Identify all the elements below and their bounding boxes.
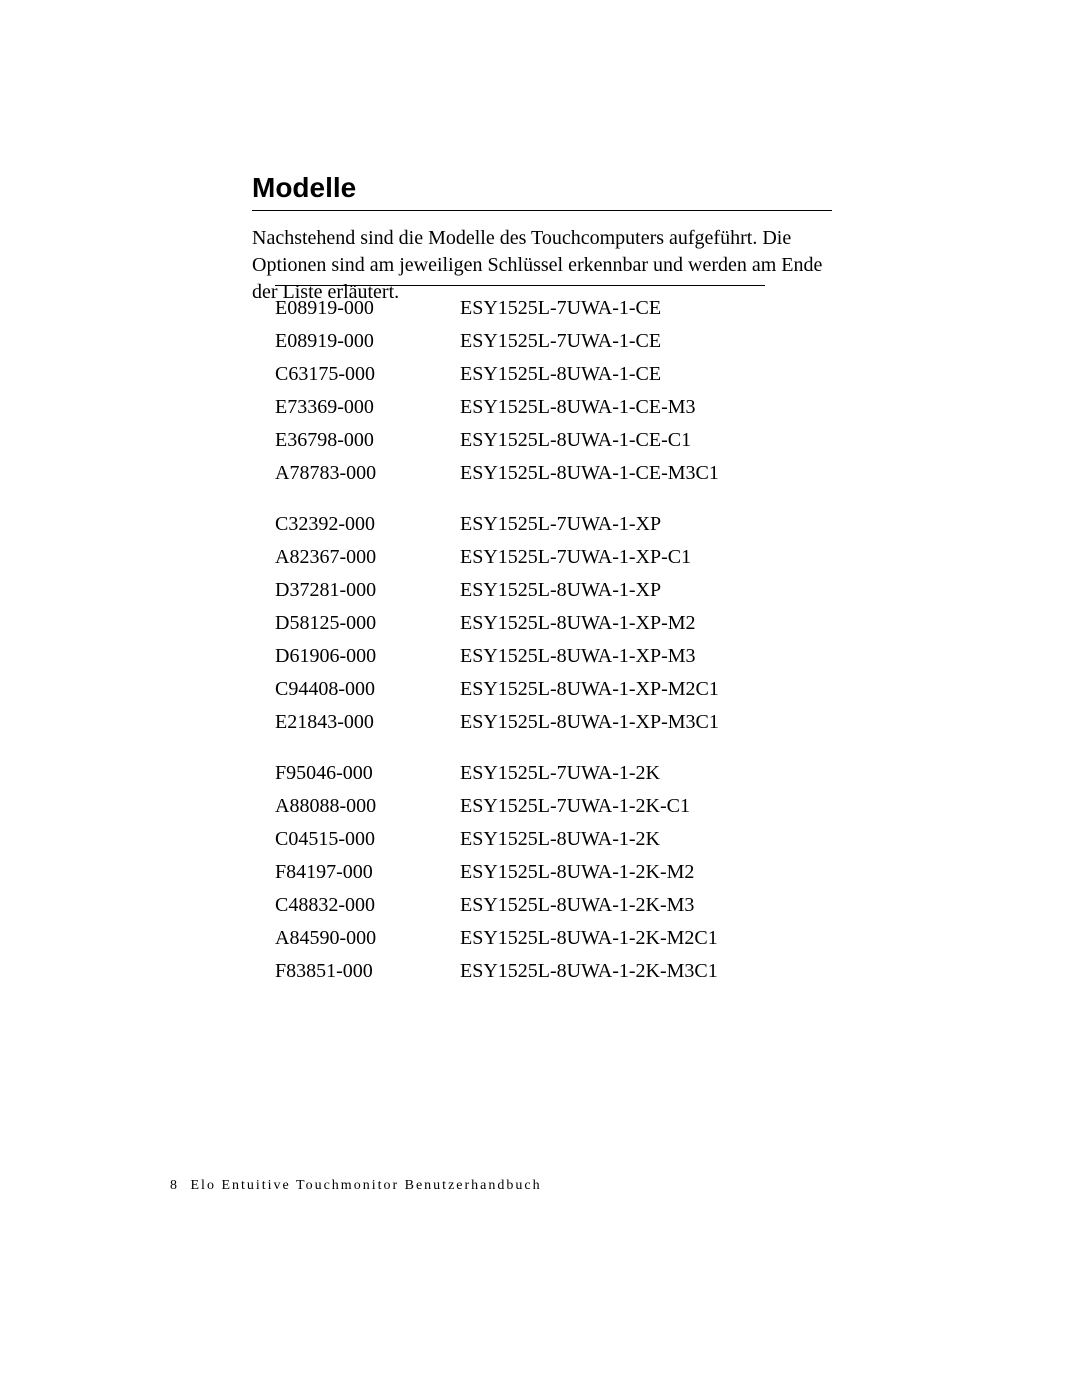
group-spacer xyxy=(275,739,719,757)
model-name: ESY1525L-8UWA-1-CE-C1 xyxy=(460,424,719,457)
model-name: ESY1525L-7UWA-1-CE xyxy=(460,325,719,358)
model-code: E21843-000 xyxy=(275,706,460,739)
model-name: ESY1525L-7UWA-1-2K-C1 xyxy=(460,790,719,823)
table-row: C04515-000ESY1525L-8UWA-1-2K xyxy=(275,823,719,856)
model-code: C32392-000 xyxy=(275,508,460,541)
model-name: ESY1525L-8UWA-1-CE-M3C1 xyxy=(460,457,719,490)
model-code: C04515-000 xyxy=(275,823,460,856)
table-row: C32392-000ESY1525L-7UWA-1-XP xyxy=(275,508,719,541)
model-name: ESY1525L-8UWA-1-2K-M2 xyxy=(460,856,719,889)
model-code: F84197-000 xyxy=(275,856,460,889)
page-number: 8 xyxy=(170,1178,177,1193)
section-heading: Modelle xyxy=(252,172,356,204)
model-code: A84590-000 xyxy=(275,922,460,955)
table-row: D37281-000ESY1525L-8UWA-1-XP xyxy=(275,574,719,607)
model-code: C48832-000 xyxy=(275,889,460,922)
table-row: C63175-000ESY1525L-8UWA-1-CE xyxy=(275,358,719,391)
model-code: D61906-000 xyxy=(275,640,460,673)
table-top-rule xyxy=(275,285,765,286)
model-code: F95046-000 xyxy=(275,757,460,790)
model-table-container: E08919-000ESY1525L-7UWA-1-CEE08919-000ES… xyxy=(275,285,765,988)
model-name: ESY1525L-8UWA-1-CE-M3 xyxy=(460,391,719,424)
model-code: E08919-000 xyxy=(275,325,460,358)
table-row: F83851-000ESY1525L-8UWA-1-2K-M3C1 xyxy=(275,955,719,988)
table-row: E08919-000ESY1525L-7UWA-1-CE xyxy=(275,292,719,325)
table-row: E08919-000ESY1525L-7UWA-1-CE xyxy=(275,325,719,358)
model-name: ESY1525L-8UWA-1-XP-M3 xyxy=(460,640,719,673)
table-row: C48832-000ESY1525L-8UWA-1-2K-M3 xyxy=(275,889,719,922)
model-table: E08919-000ESY1525L-7UWA-1-CEE08919-000ES… xyxy=(275,292,719,988)
model-name: ESY1525L-8UWA-1-2K-M3C1 xyxy=(460,955,719,988)
model-code: A78783-000 xyxy=(275,457,460,490)
model-code: D58125-000 xyxy=(275,607,460,640)
table-row: E36798-000ESY1525L-8UWA-1-CE-C1 xyxy=(275,424,719,457)
table-row: F95046-000ESY1525L-7UWA-1-2K xyxy=(275,757,719,790)
model-name: ESY1525L-8UWA-1-XP xyxy=(460,574,719,607)
footer-title: Elo Entuitive Touchmonitor Benutzerhandb… xyxy=(191,1178,542,1193)
model-name: ESY1525L-8UWA-1-2K xyxy=(460,823,719,856)
model-code: E73369-000 xyxy=(275,391,460,424)
model-code: C94408-000 xyxy=(275,673,460,706)
model-name: ESY1525L-7UWA-1-XP xyxy=(460,508,719,541)
model-code: A88088-000 xyxy=(275,790,460,823)
table-row: D58125-000ESY1525L-8UWA-1-XP-M2 xyxy=(275,607,719,640)
table-row: A78783-000ESY1525L-8UWA-1-CE-M3C1 xyxy=(275,457,719,490)
model-name: ESY1525L-7UWA-1-2K xyxy=(460,757,719,790)
model-code: E36798-000 xyxy=(275,424,460,457)
table-row: F84197-000ESY1525L-8UWA-1-2K-M2 xyxy=(275,856,719,889)
model-name: ESY1525L-8UWA-1-2K-M3 xyxy=(460,889,719,922)
table-row: A82367-000ESY1525L-7UWA-1-XP-C1 xyxy=(275,541,719,574)
table-row: D61906-000ESY1525L-8UWA-1-XP-M3 xyxy=(275,640,719,673)
model-code: D37281-000 xyxy=(275,574,460,607)
table-row: C94408-000ESY1525L-8UWA-1-XP-M2C1 xyxy=(275,673,719,706)
table-row: E21843-000ESY1525L-8UWA-1-XP-M3C1 xyxy=(275,706,719,739)
heading-rule xyxy=(252,210,832,211)
table-row: E73369-000ESY1525L-8UWA-1-CE-M3 xyxy=(275,391,719,424)
model-name: ESY1525L-8UWA-1-2K-M2C1 xyxy=(460,922,719,955)
group-spacer xyxy=(275,490,719,508)
model-code: C63175-000 xyxy=(275,358,460,391)
model-name: ESY1525L-8UWA-1-XP-M2C1 xyxy=(460,673,719,706)
model-name: ESY1525L-7UWA-1-XP-C1 xyxy=(460,541,719,574)
model-name: ESY1525L-8UWA-1-XP-M2 xyxy=(460,607,719,640)
model-name: ESY1525L-8UWA-1-XP-M3C1 xyxy=(460,706,719,739)
model-code: E08919-000 xyxy=(275,292,460,325)
model-name: ESY1525L-7UWA-1-CE xyxy=(460,292,719,325)
page-footer: 8 Elo Entuitive Touchmonitor Benutzerhan… xyxy=(170,1178,542,1194)
model-name: ESY1525L-8UWA-1-CE xyxy=(460,358,719,391)
table-row: A84590-000ESY1525L-8UWA-1-2K-M2C1 xyxy=(275,922,719,955)
model-code: F83851-000 xyxy=(275,955,460,988)
document-page: Modelle Nachstehend sind die Modelle des… xyxy=(0,0,1080,1397)
model-code: A82367-000 xyxy=(275,541,460,574)
table-row: A88088-000ESY1525L-7UWA-1-2K-C1 xyxy=(275,790,719,823)
